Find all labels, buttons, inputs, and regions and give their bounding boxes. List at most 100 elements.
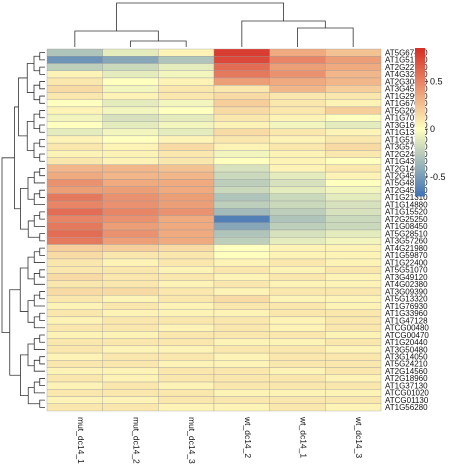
dendrogram-branch [33,113,40,130]
heatmap-cell [269,309,326,318]
heatmap-cell [325,128,382,137]
heatmap-cell [325,222,382,231]
legend-gradient-step [415,57,425,61]
heatmap-cell [325,229,382,238]
heatmap-cell [158,56,215,64]
heatmap-cell [102,309,159,318]
legend-gradient-step [415,146,425,150]
legend-gradient-step [415,131,425,135]
row-label: AT2G18960 [385,374,428,383]
heatmap-cell [269,374,326,383]
heatmap-cell [158,215,215,223]
heatmap-cell [46,215,103,223]
heatmap-cell [213,150,270,158]
heatmap-cell [325,193,382,202]
heatmap-cell [269,215,326,223]
row-label: AT1G13340 [385,128,428,137]
row-label: AT1G37130 [385,381,428,390]
heatmap-cell [158,323,215,332]
heatmap-cell [102,135,159,144]
heatmap-cell [46,142,103,151]
heatmap-cell [325,316,382,325]
heatmap-cell [158,48,215,57]
legend-gradient-step [415,154,425,158]
legend-gradient-step [415,183,425,187]
heatmap-cell [325,179,382,187]
row-label: ATCG01130 [385,396,429,405]
heatmap-cell [46,280,103,289]
dendrogram-branch [39,81,45,90]
dendrogram-branch [39,247,45,256]
row-label: AT1G15520 [385,208,428,217]
heatmap-cell [325,150,382,158]
heatmap-cell [269,287,326,296]
dendrogram-branch [39,334,45,343]
heatmap-cell [46,208,103,216]
heatmap-cell [102,157,159,166]
heatmap-cell [213,331,270,339]
heatmap-cell [269,48,326,57]
dendrogram-branch [20,354,29,397]
heatmap-cell [269,367,326,375]
heatmap-cell [102,164,159,173]
heatmap-cell [269,338,326,347]
legend-gradient-step [415,87,425,91]
dendrogram-branch [241,20,326,47]
heatmap-cell [158,345,215,354]
legend-gradient-step [415,126,425,130]
heatmap-cell [158,208,215,216]
heatmap-cell [269,77,326,86]
dendrogram-branch [39,312,45,321]
heatmap-cell [269,381,326,390]
heatmap-cell [325,113,382,122]
dendrogram-branch [33,55,40,72]
heatmap-cell [102,128,159,137]
heatmap-cell [102,294,159,303]
column-label: wt_dc14_2 [243,416,253,458]
heatmap-cell [325,287,382,296]
heatmap-cell [102,352,159,361]
row-label: AT2G25250 [385,215,428,224]
row-label: AT1G08450 [385,222,428,231]
legend-gradient-step [415,97,425,101]
dendrogram-branch [39,378,45,387]
heatmap-cell [102,338,159,347]
legend-tick-label: 0.5 [430,76,443,86]
legend-gradient-step [415,159,425,162]
heatmap-cell [213,396,270,404]
heatmap-cell [46,345,103,354]
heatmap-cell [102,85,159,93]
legend-tick-label: 0 [430,124,435,134]
heatmap-cell [158,280,215,289]
heatmap-cell [213,323,270,332]
legend-gradient-step [415,99,425,103]
heatmap-cell [46,229,103,238]
heatmap-cell [325,331,382,339]
heatmap-cell [269,331,326,339]
heatmap-cell [325,280,382,289]
row-label: ATCG00470 [385,331,429,340]
heatmap-cell [325,77,382,86]
heatmap-cell [158,106,215,115]
heatmap-cell [102,222,159,231]
dendrogram-branch [297,27,354,47]
heatmap-cell [46,113,103,122]
heatmap-cell [102,70,159,79]
heatmap-cell [158,374,215,383]
heatmap-cell [158,70,215,79]
heatmap-cell [46,367,103,375]
column-label: wt_dc14_3 [354,416,364,458]
row-label: AT3G09390 [385,287,428,296]
legend-gradient-step [415,85,425,88]
heatmap-cell [46,374,103,383]
heatmap-cell [213,113,270,122]
heatmap-cell [325,215,382,223]
heatmap-cell [325,56,382,64]
row-label: AT1G21310 [385,193,428,202]
heatmap-cell [325,389,382,397]
heatmap-cell [325,381,382,390]
heatmap-cell [269,193,326,202]
heatmap-cell [269,171,326,180]
heatmap-cell [102,403,159,412]
heatmap-cell [158,121,215,129]
